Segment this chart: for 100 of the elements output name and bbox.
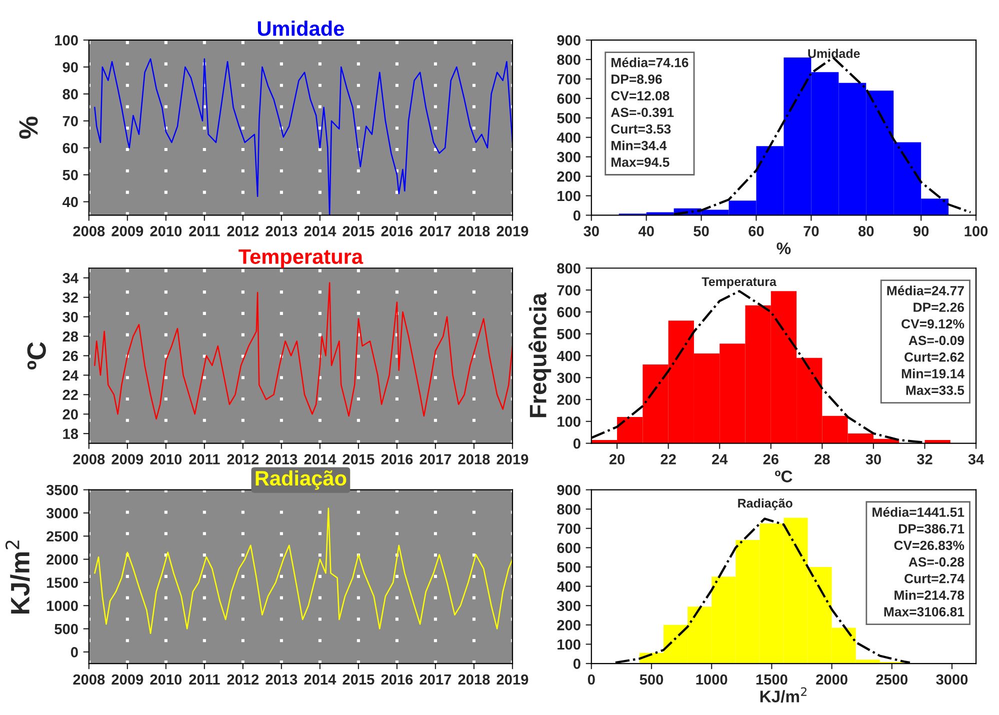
x-tick-label: 2014 — [304, 454, 336, 464]
x-tick-label: 2010 — [150, 226, 182, 236]
y-tick-label: 200 — [557, 171, 580, 182]
x-tick-label: 2009 — [112, 674, 144, 685]
x-tick-label: 20 — [609, 454, 625, 464]
y-axis-title: Frequência — [528, 292, 552, 418]
annotation: Umidade — [808, 48, 860, 58]
y-tick-label: 80 — [62, 89, 78, 100]
x-tick-label: 2013 — [266, 454, 298, 464]
x-tick-label: 2015 — [342, 454, 374, 464]
y-tick-label: 26 — [62, 350, 78, 362]
y-tick-label: 200 — [557, 620, 580, 630]
x-tick-label: 30 — [584, 226, 599, 236]
x-tick-label: 2019 — [496, 454, 528, 464]
y-tick-label: 1000 — [46, 600, 78, 612]
x-tick-label: 2012 — [227, 454, 259, 464]
x-tick-label: 22 — [660, 454, 676, 464]
x-tick-label: 2010 — [150, 674, 182, 685]
x-tick-label: 70 — [804, 226, 819, 236]
y-tick-label: 500 — [557, 562, 580, 572]
x-tick-label: 1500 — [756, 674, 788, 685]
y-tick-label: 70 — [62, 116, 78, 126]
y-tick-label: 100 — [55, 35, 78, 46]
y-tick-label: 2000 — [46, 554, 78, 565]
x-tick-label: 2011 — [189, 454, 220, 464]
x-tick-label: 26 — [763, 454, 778, 464]
y-tick-label: 900 — [557, 35, 580, 46]
x-tick-label: 80 — [858, 226, 874, 236]
y-tick-label: 34 — [62, 272, 78, 284]
y-axis-title: ºC — [27, 342, 46, 370]
y-tick-label: 2500 — [46, 531, 78, 542]
x-tick-label: 2015 — [342, 226, 374, 236]
y-tick-label: 3000 — [46, 508, 78, 518]
x-tick-label: 2000 — [816, 674, 848, 685]
x-tick-label: 60 — [748, 226, 764, 236]
y-tick-label: 700 — [557, 285, 580, 296]
y-tick-label: 600 — [557, 542, 580, 554]
x-tick-label: 2016 — [381, 226, 413, 236]
x-tick-label: 2019 — [496, 674, 528, 685]
x-tick-label: 2018 — [458, 226, 490, 236]
y-tick-label: 700 — [557, 523, 580, 534]
annotation: Média=24.77 DP=2.26 CV=9.12% AS=-0.09 Curt=2.62 Min=19.14 Max=33.5 — [887, 286, 964, 395]
x-tick-label: 2012 — [227, 674, 259, 685]
x-tick-label: 2018 — [458, 674, 490, 685]
y-tick-label: 800 — [557, 263, 580, 274]
annotation: Média=74.16 DP=8.96 CV=12.08 AS=-0.391 Curt=3.53 Min=34.4 Max=94.5 — [610, 57, 688, 167]
y-tick-label: 100 — [558, 416, 580, 427]
x-tick-label: 100 — [964, 226, 988, 236]
x-tick-label: 2014 — [304, 674, 336, 685]
annotation: Média=1441.51 DP=386.71 CV=26.83% AS=-0.28 Curt=2.74 Min=214.78 Max=3106.81 — [872, 507, 964, 616]
x-tick-label: 500 — [640, 674, 664, 685]
y-tick-label: 1500 — [46, 578, 78, 588]
y-tick-label: 200 — [557, 394, 580, 405]
x-axis-title: ºC — [775, 470, 792, 482]
y-tick-label: 0 — [573, 438, 580, 449]
y-axis-title: % — [19, 116, 38, 139]
y-tick-label: 900 — [557, 484, 580, 496]
x-tick-label: 2500 — [876, 674, 908, 685]
y-tick-label: 3500 — [46, 484, 78, 496]
y-tick-label: 300 — [556, 372, 580, 384]
x-tick-label: 2011 — [189, 674, 220, 685]
x-tick-label: 2011 — [189, 226, 220, 236]
x-tick-label: 2013 — [266, 674, 298, 685]
x-tick-label: 28 — [814, 454, 830, 464]
y-tick-label: 20 — [62, 409, 78, 420]
y-tick-label: 400 — [556, 581, 580, 592]
x-axis-title: % — [776, 242, 791, 254]
y-tick-label: 100 — [558, 639, 580, 650]
x-tick-label: 2016 — [381, 674, 413, 685]
y-tick-label: 700 — [557, 74, 580, 84]
y-tick-label: 40 — [62, 196, 78, 208]
y-tick-label: 100 — [558, 190, 580, 202]
x-tick-label: 2018 — [458, 454, 490, 464]
annotation: Radiação — [738, 498, 792, 510]
x-tick-label: 30 — [866, 454, 881, 464]
x-tick-label: 2009 — [112, 454, 144, 464]
y-tick-label: 500 — [557, 112, 580, 124]
x-tick-label: 40 — [638, 226, 654, 236]
x-tick-label: 34 — [968, 454, 984, 464]
annotation: Temperatura — [702, 277, 777, 289]
y-tick-label: 50 — [62, 170, 78, 180]
x-tick-label: 2017 — [420, 674, 452, 685]
x-tick-label: 2019 — [496, 226, 528, 236]
y-tick-label: 500 — [54, 624, 78, 634]
x-tick-label: 2008 — [73, 226, 105, 236]
y-tick-label: 28 — [62, 331, 78, 342]
y-tick-label: 300 — [556, 152, 580, 162]
x-tick-label: 32 — [916, 454, 932, 464]
x-tick-label: 1000 — [696, 674, 728, 685]
y-tick-label: 800 — [557, 54, 580, 65]
x-tick-label: 2015 — [342, 674, 374, 685]
x-axis-title: KJ/m$^{2}$ — [760, 687, 806, 703]
x-tick-label: 2013 — [266, 226, 298, 236]
x-tick-label: 24 — [712, 454, 728, 464]
x-tick-label: 90 — [913, 226, 929, 236]
y-tick-label: 800 — [557, 504, 580, 515]
x-tick-label: 2010 — [150, 454, 182, 464]
y-tick-label: 22 — [62, 390, 78, 400]
x-tick-label: 2017 — [420, 454, 452, 464]
x-tick-label: 2009 — [112, 226, 144, 236]
